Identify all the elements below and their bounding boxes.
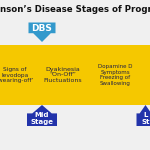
Text: L
St: L St	[141, 111, 150, 124]
Text: Dyakinesia
“On-Off”
Fluctuations: Dyakinesia “On-Off” Fluctuations	[44, 67, 82, 83]
Polygon shape	[27, 105, 57, 126]
Polygon shape	[136, 105, 150, 126]
Text: inson’s Disease Stages of Progr: inson’s Disease Stages of Progr	[0, 4, 150, 14]
Polygon shape	[28, 22, 56, 42]
Text: Dopamine D
Symptoms
Freezing of
Swallowing: Dopamine D Symptoms Freezing of Swallowi…	[98, 64, 133, 86]
Bar	[0, 45, 150, 105]
Text: Mid
Stage: Mid Stage	[30, 111, 54, 124]
Text: DBS: DBS	[32, 24, 52, 33]
Text: Signs of
levodopa
‘wearing-off’: Signs of levodopa ‘wearing-off’	[0, 67, 34, 83]
